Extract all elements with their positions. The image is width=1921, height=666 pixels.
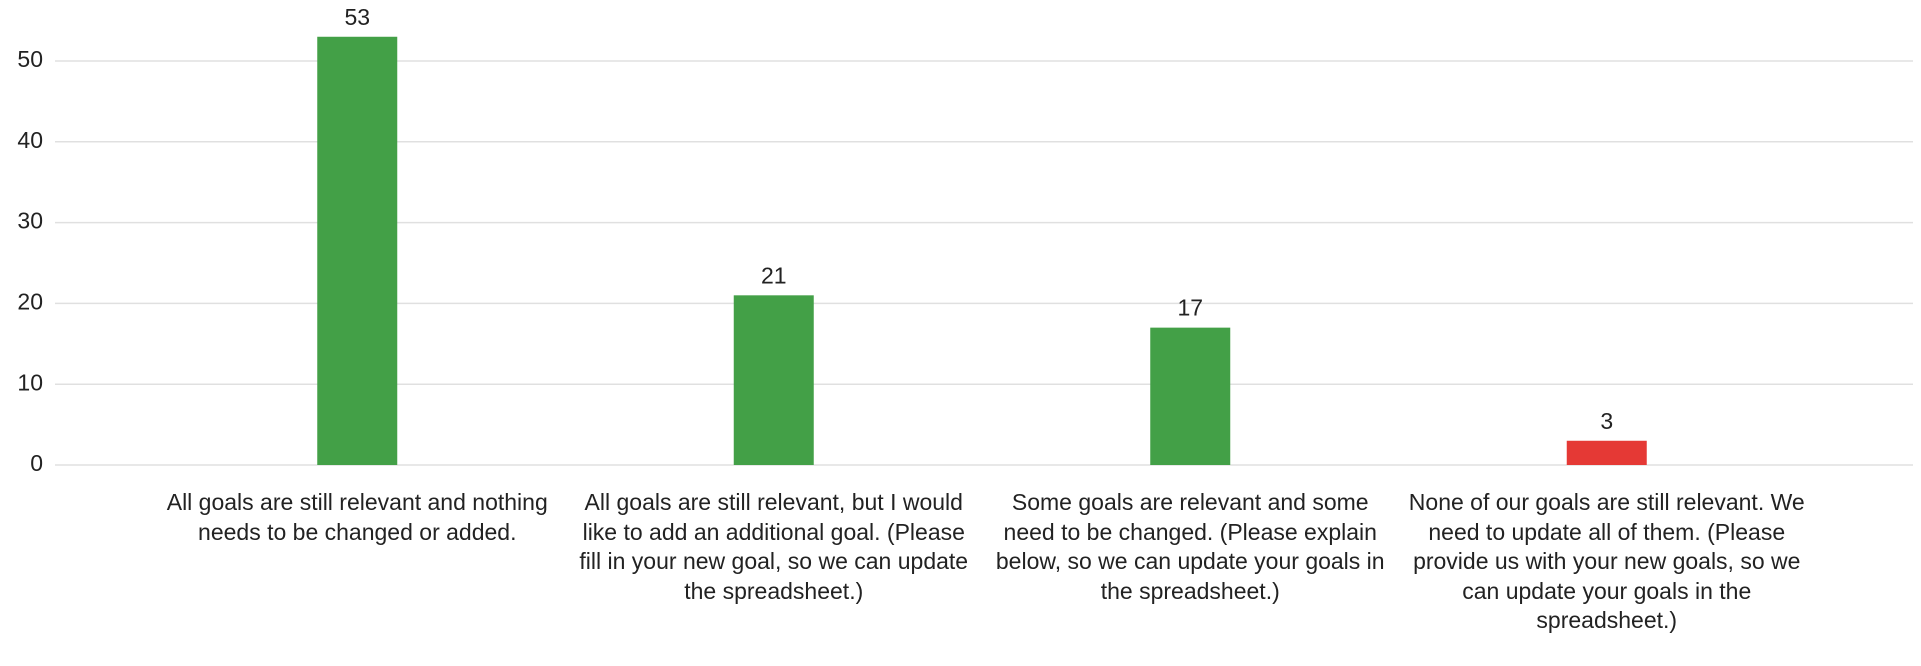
y-tick-label: 10 (17, 369, 43, 395)
bar (1566, 440, 1647, 465)
data-label: 21 (761, 262, 787, 288)
y-tick-label: 40 (17, 127, 43, 153)
y-tick-label: 30 (17, 208, 43, 234)
x-tick-label: Some goals are relevant and some need to… (995, 489, 1385, 604)
y-tick-label: 0 (30, 450, 43, 476)
data-label: 17 (1177, 295, 1203, 321)
y-tick-label: 50 (17, 46, 43, 72)
data-label: 53 (344, 4, 370, 30)
x-tick-label: All goals are still relevant, but I woul… (579, 489, 969, 604)
x-tick-label: None of our goals are still relevant. We… (1408, 489, 1805, 633)
bar (1150, 327, 1231, 465)
bar (317, 36, 398, 465)
y-tick-label: 20 (17, 288, 43, 314)
data-label: 3 (1600, 408, 1613, 434)
x-tick-label: All goals are still relevant and nothing… (166, 489, 548, 545)
bar (733, 295, 814, 465)
